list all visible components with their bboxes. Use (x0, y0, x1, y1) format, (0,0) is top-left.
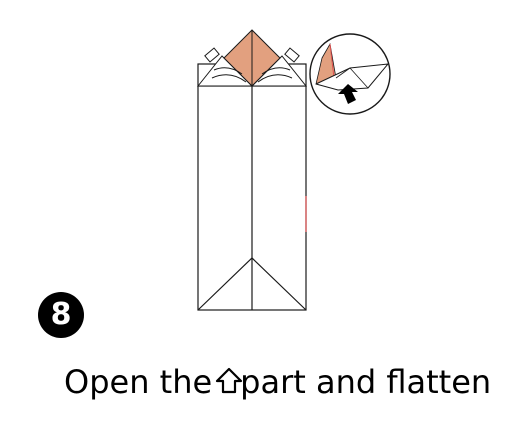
instruction-before-icon: Open the (64, 363, 213, 401)
up-arrow-outline-icon (216, 367, 243, 394)
detail-inset (309, 33, 391, 115)
instruction-after-icon: part and flatten (240, 363, 492, 401)
instruction-text: Open the part and flatten (64, 356, 491, 408)
flap-markers (204, 47, 300, 63)
folded-paper-body (197, 63, 307, 311)
push-arrow-icon (338, 84, 358, 104)
step-number-badge: 8 (38, 292, 84, 338)
open-arrows (211, 67, 293, 83)
